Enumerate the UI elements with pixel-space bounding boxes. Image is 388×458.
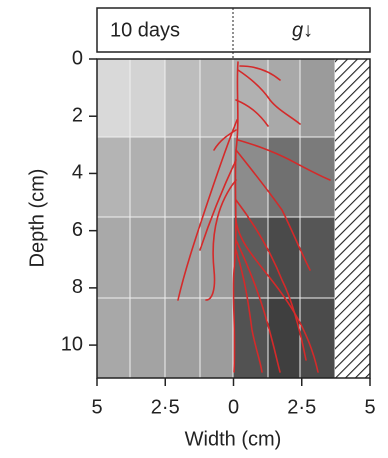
y-tick-label: 2 [72, 105, 83, 127]
cell [164, 216, 201, 299]
cell [96, 58, 131, 138]
cell [96, 136, 131, 218]
cell [164, 58, 201, 138]
y-tick-label: 10 [61, 333, 83, 355]
cell [299, 136, 336, 218]
header-left: 10 days [110, 19, 180, 41]
x-tick-label: 5 [91, 396, 102, 418]
x-tick-label: 2·5 [151, 396, 180, 418]
y-tick-label: 8 [72, 276, 83, 298]
cell [129, 297, 166, 379]
cell [299, 216, 336, 299]
cell [267, 136, 301, 218]
header-right: g↓ [292, 19, 313, 41]
cell [199, 297, 234, 379]
cell [299, 58, 336, 138]
cell [164, 136, 201, 218]
y-tick-label: 6 [72, 219, 83, 241]
y-axis-label: Depth (cm) [26, 169, 48, 268]
roots [177, 61, 331, 373]
cell [299, 297, 336, 379]
cell [96, 297, 131, 379]
hatched-region [335, 59, 370, 378]
x-tick-label: 5 [364, 396, 375, 418]
cell [267, 58, 301, 138]
y-tick-label: 4 [72, 162, 83, 184]
x-tick-label: 0 [228, 396, 239, 418]
x-tick-label: 2·5 [287, 396, 316, 418]
cell-grid [96, 58, 336, 379]
cell [164, 297, 201, 379]
cell [129, 136, 166, 218]
cell [96, 216, 131, 299]
cell [267, 297, 301, 379]
x-axis-label: Width (cm) [185, 428, 282, 450]
cell [199, 216, 234, 299]
cell [199, 58, 234, 138]
cell [129, 58, 166, 138]
cell [129, 216, 166, 299]
y-tick-label: 0 [72, 47, 83, 69]
